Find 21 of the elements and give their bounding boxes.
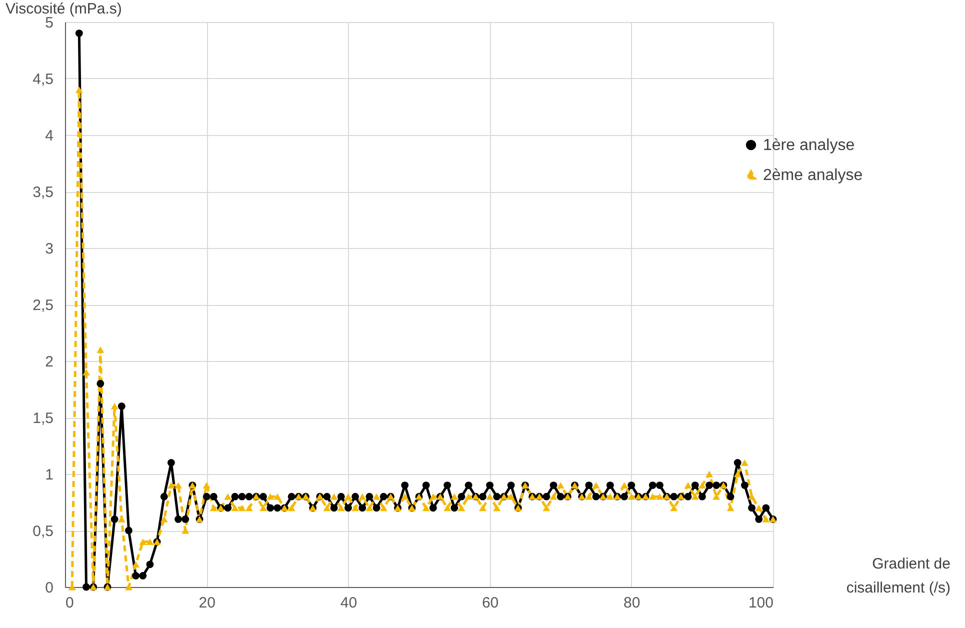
x-tick-label: 100 [748, 594, 774, 612]
y-axis-title: Viscosité (mPa.s) [6, 0, 122, 18]
x-tick-label: 80 [624, 594, 640, 612]
y-tick-label: 3,5 [32, 184, 54, 201]
y-tick-label: 4,5 [32, 71, 54, 88]
legend-label: 1ère analyse [763, 137, 855, 154]
y-tick-label: 5 [45, 14, 54, 32]
x-tick-label: 40 [340, 594, 358, 612]
y-tick-label: 1 [45, 466, 54, 484]
x-axis-title: Gradient de cisaillement (/s) [846, 556, 951, 596]
legend-label: 2ème analyse [763, 167, 863, 184]
y-tick-label: 1,5 [32, 410, 54, 427]
x-tick-label: 20 [198, 594, 216, 612]
y-tick-label: 3 [45, 240, 54, 258]
y-tick-label: 2 [45, 354, 54, 370]
y-tick-label: 2,5 [32, 297, 54, 314]
y-tick-label: 0,5 [32, 523, 54, 540]
y-tick-label: 0 [45, 580, 54, 596]
x-tick-label: 60 [482, 594, 499, 612]
x-tick-label: 0 [66, 594, 74, 612]
y-tick-label: 4 [45, 128, 54, 144]
